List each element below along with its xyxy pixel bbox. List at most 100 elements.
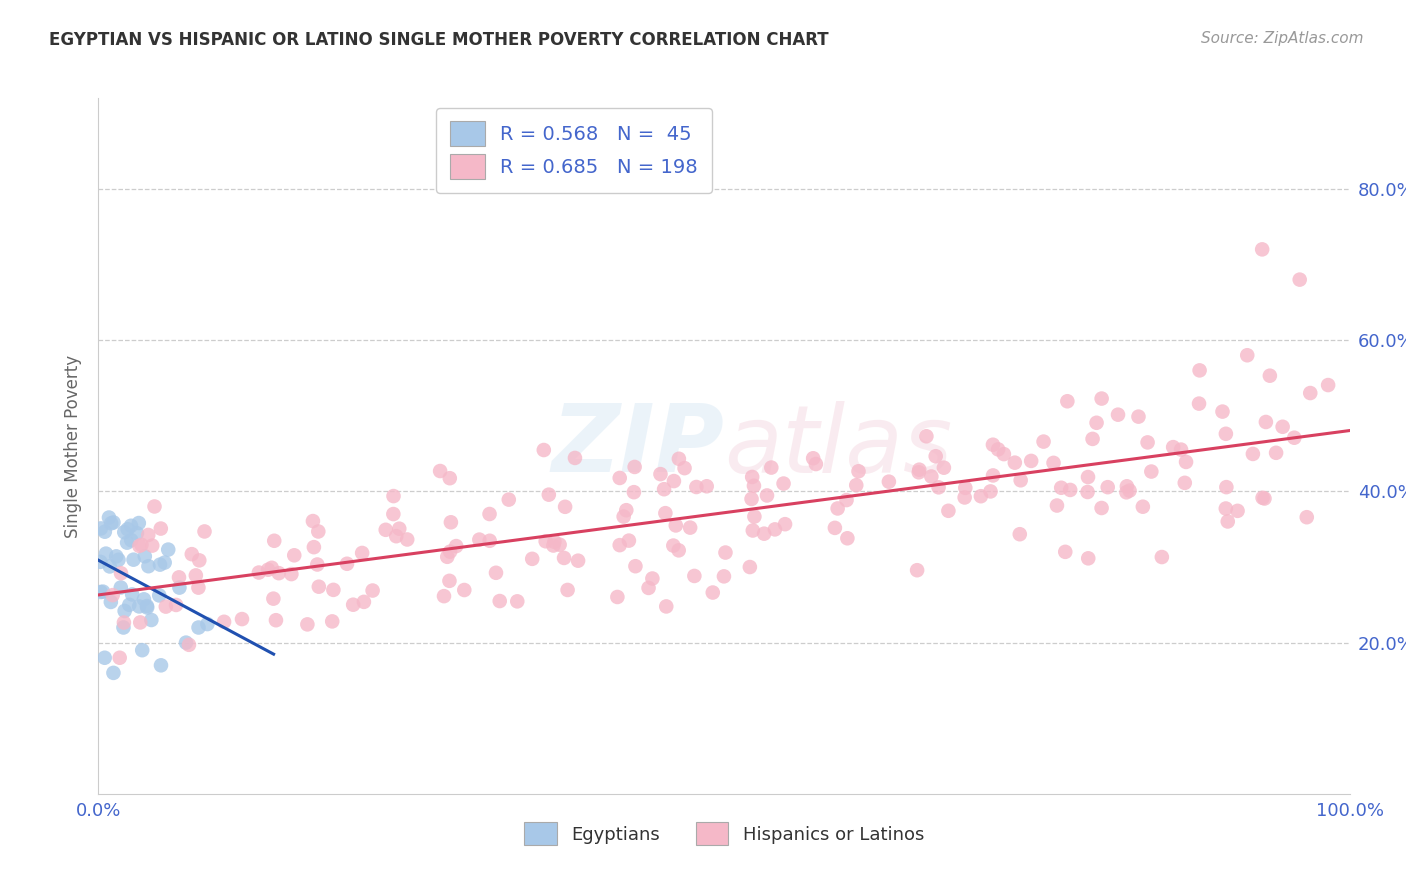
Point <box>90 521 112 535</box>
Point <box>1317 378 1340 392</box>
Point <box>263 533 285 548</box>
Point <box>115 535 138 549</box>
Point <box>264 613 287 627</box>
Point <box>117 522 139 536</box>
Point <box>439 544 461 558</box>
Point <box>1046 499 1069 513</box>
Text: Source: ZipAtlas.com: Source: ZipAtlas.com <box>1201 31 1364 46</box>
Point <box>112 525 135 540</box>
Point <box>478 507 501 521</box>
Point <box>103 665 125 680</box>
Point <box>938 504 960 518</box>
Point <box>262 591 284 606</box>
Point <box>744 509 766 524</box>
Point <box>1115 479 1137 493</box>
Point <box>772 476 794 491</box>
Point <box>553 550 575 565</box>
Point <box>488 594 510 608</box>
Point <box>752 526 775 541</box>
Point <box>125 526 148 541</box>
Point <box>121 587 143 601</box>
Point <box>1253 491 1275 506</box>
Point <box>1091 392 1114 406</box>
Point <box>624 559 647 574</box>
Point <box>1188 396 1211 410</box>
Point <box>1010 473 1032 487</box>
Point <box>93 650 115 665</box>
Point <box>1042 456 1064 470</box>
Point <box>433 589 456 603</box>
Point <box>1085 416 1108 430</box>
Point <box>953 491 976 505</box>
Point <box>1077 485 1099 500</box>
Point <box>136 599 159 613</box>
Point <box>352 546 374 560</box>
Point <box>804 457 827 471</box>
Point <box>382 489 405 503</box>
Point <box>1258 368 1281 383</box>
Point <box>308 580 330 594</box>
Point <box>101 588 124 602</box>
Point <box>302 540 325 554</box>
Point <box>187 581 209 595</box>
Point <box>247 566 270 580</box>
Point <box>138 559 160 574</box>
Point <box>1107 408 1129 422</box>
Point <box>1032 434 1054 449</box>
Point <box>280 567 302 582</box>
Point <box>1188 363 1211 377</box>
Point <box>837 531 859 545</box>
Point <box>763 522 786 536</box>
Point <box>184 568 207 582</box>
Point <box>665 518 688 533</box>
Point <box>1132 500 1154 514</box>
Text: atlas: atlas <box>724 401 952 491</box>
Point <box>668 543 690 558</box>
Point <box>141 613 163 627</box>
Point <box>662 539 685 553</box>
Point <box>107 553 129 567</box>
Point <box>468 533 491 547</box>
Point <box>1226 504 1249 518</box>
Point <box>1118 483 1140 498</box>
Point <box>1170 442 1192 457</box>
Point <box>554 500 576 514</box>
Point <box>1056 394 1078 409</box>
Point <box>742 479 765 493</box>
Point <box>114 604 136 618</box>
Point <box>110 581 132 595</box>
Point <box>174 635 197 649</box>
Point <box>136 528 159 542</box>
Point <box>143 500 166 514</box>
Point <box>702 585 724 599</box>
Point <box>1004 456 1026 470</box>
Point <box>683 569 706 583</box>
Point <box>439 471 461 485</box>
Point <box>321 615 343 629</box>
Point <box>1236 348 1258 362</box>
Point <box>801 451 824 466</box>
Y-axis label: Single Mother Poverty: Single Mother Poverty <box>63 354 82 538</box>
Point <box>1077 551 1099 566</box>
Point <box>993 447 1015 461</box>
Point <box>955 481 977 495</box>
Point <box>1215 480 1237 494</box>
Point <box>654 506 676 520</box>
Point <box>835 493 858 508</box>
Point <box>915 429 938 443</box>
Point <box>1128 409 1150 424</box>
Point <box>533 442 555 457</box>
Legend: Egyptians, Hispanics or Latinos: Egyptians, Hispanics or Latinos <box>515 814 934 855</box>
Point <box>928 480 950 494</box>
Point <box>696 479 718 493</box>
Point <box>970 489 993 503</box>
Point <box>132 592 155 607</box>
Point <box>1254 415 1277 429</box>
Point <box>908 463 931 477</box>
Point <box>141 539 163 553</box>
Point <box>773 517 796 532</box>
Point <box>100 516 122 531</box>
Point <box>150 658 173 673</box>
Point <box>1174 475 1197 490</box>
Point <box>920 469 942 483</box>
